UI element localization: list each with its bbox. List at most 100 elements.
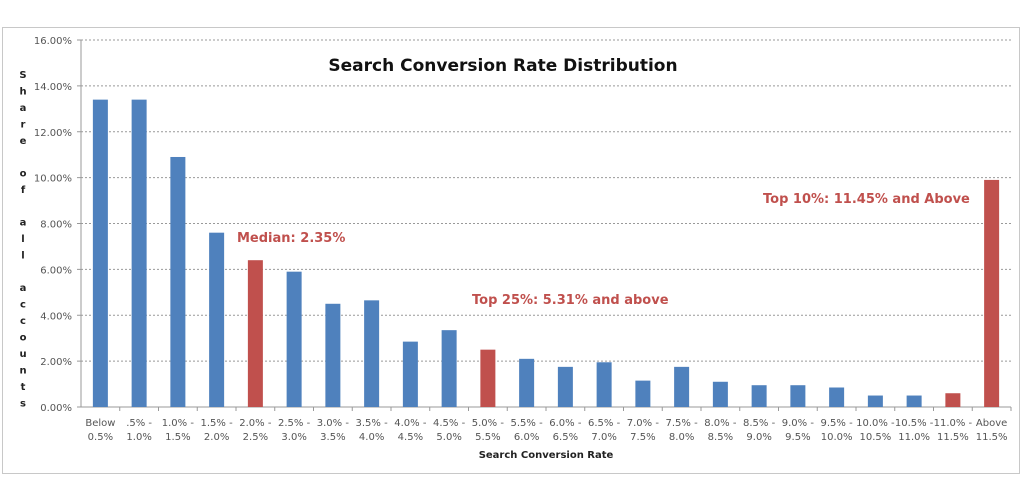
bar bbox=[325, 303, 341, 407]
x-tick-label: 4.5% - bbox=[433, 418, 466, 429]
x-tick-label: 10.0% bbox=[821, 432, 853, 443]
y-axis-title-letter: o bbox=[20, 333, 27, 344]
bar bbox=[790, 385, 806, 407]
bar bbox=[635, 380, 651, 407]
y-axis-title-letter: a bbox=[20, 103, 27, 114]
x-tick-label: 1.0% bbox=[126, 432, 151, 443]
bar bbox=[596, 362, 612, 407]
x-tick-label: 9.0% - bbox=[782, 418, 815, 429]
y-tick-label: 10.00% bbox=[34, 174, 72, 185]
x-tick-label: 11.5% bbox=[976, 432, 1008, 443]
x-tick-label: 6.0% - bbox=[549, 418, 582, 429]
annotation-median: Median: 2.35% bbox=[237, 231, 345, 246]
x-tick-label: 2.5% bbox=[243, 432, 268, 443]
x-tick-label: 8.0% bbox=[669, 432, 694, 443]
y-axis-title-letter: S bbox=[19, 70, 26, 81]
bar bbox=[286, 271, 302, 407]
bar bbox=[674, 366, 690, 407]
y-tick-label: 12.00% bbox=[34, 128, 72, 139]
x-tick-label: 3.0% - bbox=[317, 418, 350, 429]
x-tick-label: .5% - bbox=[126, 418, 152, 429]
y-axis-title-letter: u bbox=[19, 349, 26, 360]
x-tick-label: Above bbox=[976, 418, 1007, 429]
x-tick-label: 9.5% - bbox=[821, 418, 854, 429]
x-tick-label: 8.5% - bbox=[743, 418, 776, 429]
y-axis-title-letter: t bbox=[21, 382, 26, 393]
bar bbox=[712, 381, 728, 407]
x-tick-label: 7.0% - bbox=[627, 418, 660, 429]
bar bbox=[945, 393, 961, 407]
y-axis-title-letter: a bbox=[20, 283, 27, 294]
x-tick-label: 1.5% - bbox=[201, 418, 234, 429]
x-tick-label: 6.5% bbox=[553, 432, 578, 443]
x-tick-label: 7.0% bbox=[591, 432, 616, 443]
x-tick-label: 11.0% bbox=[898, 432, 930, 443]
bar bbox=[829, 387, 845, 407]
y-axis-title-letter: c bbox=[20, 316, 26, 327]
y-axis-title-letter: n bbox=[19, 366, 26, 377]
x-tick-label: 5.0% - bbox=[472, 418, 505, 429]
x-tick-label: 4.0% bbox=[359, 432, 384, 443]
x-tick-label: 8.5% bbox=[708, 432, 733, 443]
y-axis-ticks: 0.00% 2.00% 4.00% 6.00% 8.00% 10.00% 12.00% 14.… bbox=[34, 36, 72, 414]
x-tick-label: 11.5% bbox=[937, 432, 969, 443]
x-tick-label: Below bbox=[85, 418, 115, 429]
x-tick-label: 5.5% - bbox=[511, 418, 544, 429]
bar bbox=[247, 260, 263, 407]
y-tick-label: 16.00% bbox=[34, 36, 72, 47]
y-axis-title-letter: h bbox=[19, 87, 26, 98]
x-tick-label: 3.0% bbox=[281, 432, 306, 443]
bar bbox=[402, 341, 418, 407]
bar bbox=[751, 385, 767, 407]
x-tick-label: 6.5% - bbox=[588, 418, 621, 429]
bar bbox=[441, 330, 457, 407]
x-tick-label: 6.0% bbox=[514, 432, 539, 443]
bar bbox=[170, 156, 186, 407]
y-tick-label: 6.00% bbox=[40, 265, 72, 276]
x-tick-label: 1.0% - bbox=[162, 418, 195, 429]
bar bbox=[92, 99, 108, 407]
x-tick-label: 7.5% - bbox=[666, 418, 699, 429]
bar bbox=[131, 99, 147, 407]
chart-frame bbox=[2, 27, 1020, 474]
bar bbox=[480, 349, 496, 407]
x-tick-label: 0.5% bbox=[88, 432, 113, 443]
y-tick-label: 2.00% bbox=[40, 357, 72, 368]
x-tick-label: 10.5% - bbox=[895, 418, 934, 429]
x-tick-label: 1.5% bbox=[165, 432, 190, 443]
x-tick-label: 2.5% - bbox=[278, 418, 311, 429]
bar bbox=[364, 300, 380, 407]
x-tick-label: 11.0% - bbox=[934, 418, 973, 429]
x-tick-label: 9.0% bbox=[746, 432, 771, 443]
x-axis-labels: Below 0.5% .5% - 1.0% 1.0% - 1.5% 1.5% - 2.0% 2.… bbox=[85, 418, 1007, 443]
y-axis-title-letter: l bbox=[21, 251, 24, 262]
x-tick-label: 5.0% bbox=[436, 432, 461, 443]
y-tick-label: 0.00% bbox=[40, 403, 72, 414]
y-axis-title-letter: a bbox=[20, 218, 27, 229]
bar bbox=[984, 179, 1000, 407]
x-tick-label: 9.5% bbox=[785, 432, 810, 443]
x-tick-label: 2.0% - bbox=[239, 418, 272, 429]
y-tick-label: 4.00% bbox=[40, 311, 72, 322]
chart-title: Search Conversion Rate Distribution bbox=[328, 56, 677, 76]
bar bbox=[557, 366, 573, 407]
gridlines bbox=[77, 39, 1012, 411]
y-tick-label: 8.00% bbox=[40, 220, 72, 231]
x-tick-label: 7.5% bbox=[630, 432, 655, 443]
bar bbox=[906, 395, 922, 407]
x-tick-label: 10.5% bbox=[859, 432, 891, 443]
x-tick-label: 4.5% bbox=[398, 432, 423, 443]
annotation-top-25: Top 25%: 5.31% and above bbox=[472, 293, 669, 308]
y-axis-title-letter: o bbox=[20, 169, 27, 180]
y-axis-title-letter: l bbox=[21, 234, 24, 245]
x-tick-label: 3.5% - bbox=[356, 418, 389, 429]
bar bbox=[209, 232, 225, 407]
bars bbox=[92, 99, 1000, 407]
annotation-top-10: Top 10%: 11.45% and Above bbox=[763, 192, 970, 207]
y-axis-title-letter: r bbox=[21, 120, 26, 131]
x-tick-label: 2.0% bbox=[204, 432, 229, 443]
x-tick-label: 3.5% bbox=[320, 432, 345, 443]
bar bbox=[519, 358, 535, 407]
